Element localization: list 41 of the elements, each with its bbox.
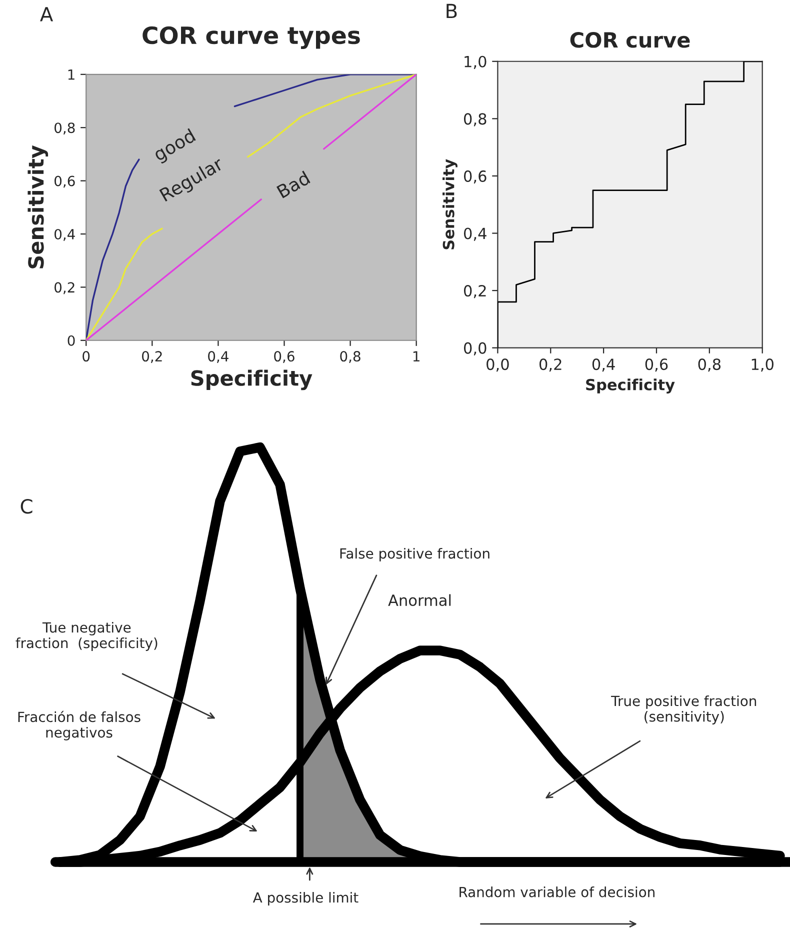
annotation: Fracción de falsos negativos xyxy=(18,710,140,740)
line-series xyxy=(498,61,762,348)
annotation: True positive fraction (sensitivity) xyxy=(611,695,756,724)
x-tick-label: 0,2 xyxy=(539,358,562,372)
y-tick-label: 1,0 xyxy=(464,56,486,69)
text: Anormal xyxy=(388,594,451,606)
x-axis-title: Specificity xyxy=(191,370,312,390)
annotation: False positive fraction xyxy=(340,548,490,562)
y-tick-label: 0,6 xyxy=(464,170,486,184)
y-axis-title: Sensitivity xyxy=(28,145,48,268)
y-tick-label: 0,4 xyxy=(54,228,75,241)
y-tick-label: 0,6 xyxy=(54,176,75,188)
y-tick-label: 0,2 xyxy=(464,284,486,298)
x-tick-label: 0,6 xyxy=(274,351,294,363)
annotation: Tue negative fraction (specificity) xyxy=(16,622,158,651)
annotation: Bad xyxy=(276,170,310,198)
text: B xyxy=(446,4,457,18)
text: C xyxy=(20,498,32,514)
y-axis-title: Sensitivity xyxy=(442,159,458,250)
text: Random variable of decision xyxy=(460,886,654,898)
x-tick-label: 0,6 xyxy=(645,358,668,372)
x-tick-label: 0,2 xyxy=(142,351,162,363)
x-tick-label: 0,0 xyxy=(486,358,509,372)
y-tick-label: 0,2 xyxy=(54,282,74,294)
chart-title: COR curve xyxy=(570,32,690,48)
y-tick-label: 1 xyxy=(68,70,74,80)
y-tick-label: 0,8 xyxy=(54,122,75,134)
x-tick-label: 1 xyxy=(413,351,420,362)
y-tick-label: 0,4 xyxy=(464,228,486,241)
x-tick-label: 0,8 xyxy=(698,358,721,372)
x-tick-label: 0,4 xyxy=(208,351,228,363)
chart-title: COR curve types xyxy=(142,26,360,49)
x-tick-label: 0,8 xyxy=(340,351,360,363)
x-axis-title: Specificity xyxy=(586,378,675,394)
x-tick-label: 1,0 xyxy=(752,358,774,372)
x-tick-label: 0,4 xyxy=(592,358,615,372)
x-tick-label: 0 xyxy=(82,351,90,362)
text: A possible limit xyxy=(252,892,358,906)
y-tick-label: 0,8 xyxy=(464,113,486,126)
y-tick-label: 0 xyxy=(68,335,75,346)
text: A xyxy=(40,7,54,22)
